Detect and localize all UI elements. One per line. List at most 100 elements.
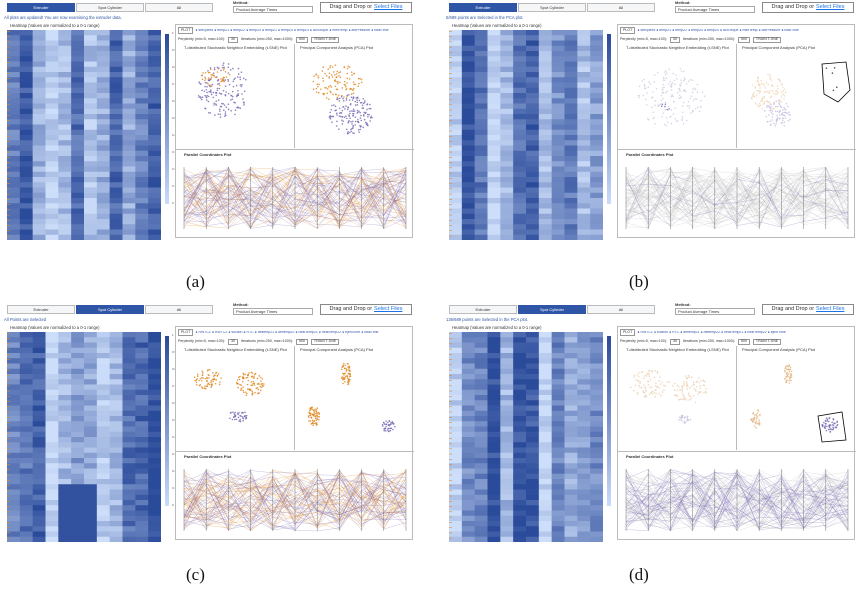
file-dropzone[interactable]: Drag and Drop or Select Files	[320, 304, 412, 315]
parallel-coordinates-plot[interactable]	[178, 461, 412, 539]
perplexity-input[interactable]: 30	[669, 339, 680, 345]
heatmap-cell	[564, 368, 578, 375]
file-dropzone[interactable]: Drag and Drop or Select Files	[320, 2, 412, 13]
heatmap-cell	[577, 421, 591, 427]
scatter-point	[655, 392, 657, 395]
legend-items[interactable]: ● RWTC1 ● suction ● RTC ● deflemp21 ● de…	[637, 330, 786, 334]
tsne-scatter-plot[interactable]	[178, 52, 292, 144]
tab-spot-cylinder[interactable]: Spot Cylinder	[518, 3, 586, 12]
select-files-link[interactable]: Select Files	[816, 3, 845, 10]
heatmap-cell	[513, 468, 527, 475]
pca-scatter-plot[interactable]	[296, 52, 410, 144]
heatmap-cell	[474, 447, 488, 454]
heatmap-cell	[32, 473, 46, 480]
tab-all[interactable]: All	[587, 3, 655, 12]
pca-scatter-plot[interactable]	[738, 354, 852, 446]
scatter-point	[680, 415, 683, 417]
parallel-coordinates-title: Parallel Coordinates Plot	[626, 454, 674, 459]
perplexity-input[interactable]: 30	[227, 339, 238, 345]
tab-spot-cylinder[interactable]: Spot Cylinder	[76, 305, 144, 314]
heatmap-cell	[500, 353, 514, 359]
iterations-input[interactable]: 500	[737, 339, 750, 345]
method-select[interactable]: Product Average Times	[233, 6, 313, 13]
heatmap-row-label	[7, 459, 10, 460]
tab-all[interactable]: All	[145, 3, 213, 12]
tab-all[interactable]: All	[145, 305, 213, 314]
heatmap-cell	[45, 442, 59, 448]
heatmap[interactable]	[449, 30, 604, 241]
select-files-link[interactable]: Select Files	[374, 3, 403, 10]
parallel-coordinates-plot[interactable]	[178, 159, 412, 237]
tsne-scatter-plot[interactable]	[620, 354, 734, 446]
plot-button[interactable]: PLOT	[178, 329, 194, 336]
file-dropzone[interactable]: Drag and Drop or Select Files	[762, 304, 854, 315]
train-tsne-button[interactable]: TRAIN T-SNE	[752, 339, 782, 345]
tab-extruder[interactable]: Extruder	[7, 305, 75, 314]
scatter-point	[201, 78, 204, 81]
heatmap-cell	[538, 156, 552, 162]
scatter-point	[348, 93, 350, 96]
heatmap-cell	[32, 332, 46, 338]
file-dropzone[interactable]: Drag and Drop or Select Files	[762, 2, 854, 13]
heatmap-cell	[148, 61, 162, 68]
plot-button[interactable]: PLOT	[620, 27, 636, 34]
heatmap[interactable]	[7, 332, 162, 543]
tab-extruder[interactable]: Extruder	[449, 305, 517, 314]
train-tsne-button[interactable]: TRAIN T-SNE	[752, 37, 782, 43]
legend-items[interactable]: ● setSpeed ● tempZ1 ● tempZ2 ● tempZ4 ● …	[195, 28, 389, 32]
tab-spot-cylinder[interactable]: Spot Cylinder	[518, 305, 586, 314]
train-tsne-button[interactable]: TRAIN T-SNE	[310, 37, 340, 43]
tab-extruder[interactable]: Extruder	[7, 3, 75, 12]
tsne-scatter-plot[interactable]	[620, 52, 734, 144]
scatter-point	[683, 380, 685, 383]
scatter-point	[391, 422, 394, 424]
scatter-point	[345, 85, 347, 88]
legend-items[interactable]: ● setSpeed ● tempZ1 ● tempZ2 ● tempZ4 ● …	[637, 28, 799, 32]
lasso-selection[interactable]	[821, 61, 851, 103]
perplexity-input[interactable]: 30	[227, 37, 238, 43]
tab-extruder[interactable]: Extruder	[449, 3, 517, 12]
scatter-point	[245, 78, 247, 81]
plot-button[interactable]: PLOT	[178, 27, 194, 34]
tsne-scatter-plot[interactable]	[178, 354, 292, 446]
scatter-point	[209, 369, 211, 371]
method-select[interactable]: Product Average Times	[675, 308, 755, 315]
plot-button[interactable]: PLOT	[620, 329, 636, 336]
heatmap[interactable]	[7, 30, 162, 241]
heatmap-cell	[474, 129, 488, 136]
method-select[interactable]: Product Average Times	[233, 308, 313, 315]
tab-spot-cylinder[interactable]: Spot Cylinder	[76, 3, 144, 12]
select-files-link[interactable]: Select Files	[374, 305, 403, 312]
heatmap-cell	[513, 479, 527, 485]
scatter-point	[756, 80, 759, 83]
scatter-point	[668, 83, 670, 85]
iterations-input[interactable]: 500	[737, 37, 750, 43]
screenshot-panel: Extruder Spot Cylinder All Method: Product A…	[2, 0, 416, 266]
heatmap-cell	[513, 484, 527, 490]
select-files-link[interactable]: Select Files	[816, 305, 845, 312]
parallel-coordinates-plot[interactable]	[620, 159, 854, 237]
lasso-selection[interactable]	[817, 411, 847, 443]
legend-items[interactable]: ● RWTC1 ● RWTC2 ● suction ● RTC ● deflem…	[195, 330, 379, 334]
pca-scatter-plot[interactable]	[296, 354, 410, 446]
heatmap-cell	[449, 484, 463, 490]
scatter-point	[329, 64, 332, 67]
perplexity-input[interactable]: 30	[669, 37, 680, 43]
heatmap-cell	[461, 177, 475, 183]
iterations-input[interactable]: 500	[295, 339, 308, 345]
method-select[interactable]: Product Average Times	[675, 6, 755, 13]
iterations-input[interactable]: 500	[295, 37, 308, 43]
tab-all[interactable]: All	[587, 305, 655, 314]
heatmap-cell	[96, 452, 110, 459]
heatmap-cell	[449, 521, 463, 527]
parallel-coordinates-plot[interactable]	[620, 461, 854, 539]
scatter-point	[208, 111, 210, 114]
scatter-point	[787, 368, 790, 371]
pca-scatter-plot[interactable]	[738, 52, 852, 144]
train-tsne-button[interactable]: TRAIN T-SNE	[310, 339, 340, 345]
heatmap[interactable]	[449, 332, 604, 543]
scatter-point	[350, 88, 353, 90]
heatmap-cell	[135, 458, 149, 464]
heatmap-cell	[58, 363, 72, 370]
scatter-point	[788, 371, 791, 373]
